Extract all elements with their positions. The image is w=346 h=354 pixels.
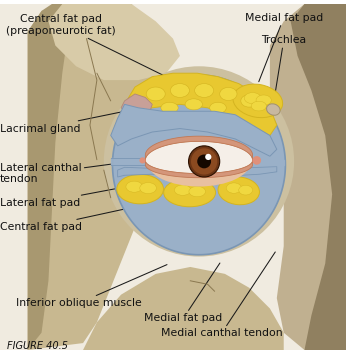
Polygon shape bbox=[0, 4, 346, 350]
Circle shape bbox=[205, 154, 211, 160]
Polygon shape bbox=[112, 75, 285, 255]
Ellipse shape bbox=[140, 183, 156, 194]
Circle shape bbox=[104, 66, 294, 257]
Polygon shape bbox=[28, 4, 159, 350]
Text: Lateral fat pad: Lateral fat pad bbox=[0, 187, 124, 208]
Text: Medial fat pad: Medial fat pad bbox=[245, 13, 323, 82]
Ellipse shape bbox=[194, 84, 213, 97]
Ellipse shape bbox=[266, 104, 280, 115]
Polygon shape bbox=[145, 141, 253, 173]
Text: Medial fat pad: Medial fat pad bbox=[144, 263, 222, 323]
Ellipse shape bbox=[241, 95, 257, 107]
Polygon shape bbox=[83, 267, 284, 350]
Circle shape bbox=[191, 148, 217, 175]
Ellipse shape bbox=[147, 136, 251, 187]
Ellipse shape bbox=[139, 157, 146, 164]
Ellipse shape bbox=[164, 178, 216, 207]
Ellipse shape bbox=[252, 156, 261, 165]
Text: Lacrimal gland: Lacrimal gland bbox=[0, 110, 130, 133]
Ellipse shape bbox=[126, 181, 143, 192]
Polygon shape bbox=[28, 4, 69, 350]
Ellipse shape bbox=[174, 185, 191, 195]
Ellipse shape bbox=[233, 84, 283, 118]
Text: FIGURE 40.5: FIGURE 40.5 bbox=[7, 341, 68, 351]
Polygon shape bbox=[270, 4, 346, 350]
Circle shape bbox=[197, 154, 211, 169]
Ellipse shape bbox=[256, 95, 271, 105]
Text: Lateral canthal
tendon: Lateral canthal tendon bbox=[0, 162, 129, 184]
Ellipse shape bbox=[185, 99, 202, 110]
Ellipse shape bbox=[210, 102, 226, 113]
Ellipse shape bbox=[220, 87, 237, 101]
Text: Medial canthal tendon: Medial canthal tendon bbox=[161, 252, 282, 338]
Circle shape bbox=[189, 146, 220, 177]
Ellipse shape bbox=[171, 84, 190, 97]
Ellipse shape bbox=[189, 186, 206, 197]
Polygon shape bbox=[121, 94, 152, 118]
Polygon shape bbox=[111, 104, 277, 156]
Ellipse shape bbox=[218, 177, 260, 205]
Ellipse shape bbox=[251, 101, 266, 111]
Ellipse shape bbox=[244, 93, 261, 104]
Ellipse shape bbox=[146, 87, 165, 101]
Text: Trochlea: Trochlea bbox=[261, 35, 306, 102]
Polygon shape bbox=[48, 4, 180, 80]
Polygon shape bbox=[145, 136, 253, 160]
Text: Inferior oblique muscle: Inferior oblique muscle bbox=[16, 264, 167, 308]
Ellipse shape bbox=[161, 102, 178, 113]
Ellipse shape bbox=[117, 175, 163, 204]
Polygon shape bbox=[291, 4, 346, 350]
Polygon shape bbox=[121, 73, 277, 136]
Text: Central fat pad
(preaponeurotic fat): Central fat pad (preaponeurotic fat) bbox=[6, 14, 167, 77]
Ellipse shape bbox=[226, 183, 242, 193]
Ellipse shape bbox=[239, 185, 253, 195]
Polygon shape bbox=[145, 160, 253, 178]
Text: Central fat pad: Central fat pad bbox=[0, 207, 134, 232]
Polygon shape bbox=[118, 167, 277, 177]
